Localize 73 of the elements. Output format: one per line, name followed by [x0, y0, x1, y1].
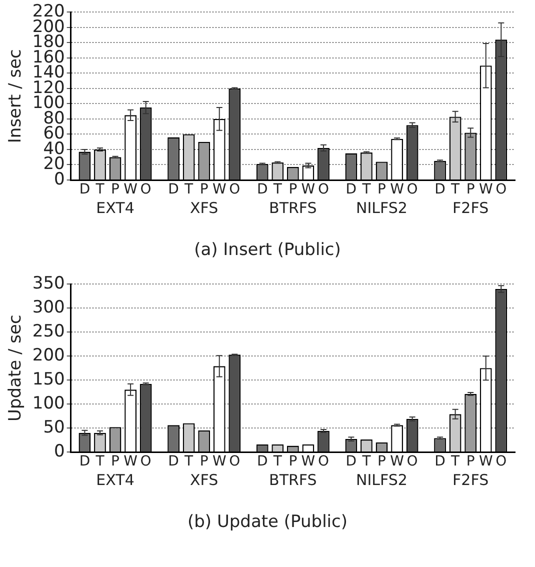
text: W [212, 454, 226, 470]
text: W [301, 454, 316, 470]
y-tick-label: 250 [32, 322, 65, 342]
series-label: T [94, 454, 105, 470]
text: O [406, 454, 418, 470]
text: P [288, 182, 298, 198]
y-tick-label: 100 [32, 393, 65, 414]
text: P [378, 454, 386, 470]
series-label: D [79, 454, 90, 470]
text: W [124, 182, 138, 198]
text: O [406, 182, 418, 198]
text: D [256, 454, 268, 470]
text: W [390, 454, 404, 470]
x-tick-label: F2FS [452, 470, 489, 489]
series-label: P [111, 182, 120, 198]
series-label: O [140, 454, 152, 470]
y-tick-label: 0 [54, 169, 65, 190]
x-tick-label: BTRFS [269, 470, 317, 489]
text: W [390, 182, 404, 198]
text: T [451, 454, 460, 470]
series-label: T [94, 182, 105, 198]
text: (b) Update (Public) [186, 512, 348, 532]
text: P [200, 454, 208, 470]
x-tick-label: XFS [190, 470, 218, 489]
text: T [184, 182, 194, 198]
series-label: D [79, 182, 90, 198]
series-label: W [478, 454, 493, 470]
text: O [318, 454, 329, 470]
text: (a) Insert (Public) [193, 240, 342, 260]
x-tick-label: NILFS2 [356, 470, 408, 489]
text: D [168, 454, 179, 470]
text: D [346, 182, 357, 198]
text: O [229, 182, 240, 198]
series-label: W [478, 182, 493, 198]
text: D [434, 182, 446, 198]
text: W [124, 454, 138, 470]
text: T [273, 454, 282, 470]
text: O [496, 454, 507, 470]
text: P [466, 454, 475, 470]
y-tick-label: 150 [32, 370, 65, 390]
text: T [184, 454, 194, 470]
text: O [229, 454, 240, 470]
x-tick-label: XFS [190, 198, 218, 217]
y-tick-label: 0 [54, 441, 65, 462]
text: D [434, 454, 446, 470]
text: W [301, 182, 316, 198]
text: P [288, 454, 298, 470]
text: D [346, 454, 357, 470]
text: T [362, 454, 371, 470]
series-label: P [111, 454, 120, 470]
text: P [378, 182, 386, 198]
text: D [256, 182, 268, 198]
y-axis-title: Insert / sec [6, 49, 26, 144]
text: T [362, 182, 371, 198]
y-tick-label: 200 [32, 346, 65, 366]
text: P [200, 182, 208, 198]
x-tick-label: F2FS [452, 198, 489, 217]
x-tick-label: NILFS2 [356, 198, 408, 217]
text: P [466, 182, 475, 198]
text: O [318, 182, 329, 198]
x-tick-label: EXT4 [96, 470, 134, 489]
text: W [212, 182, 226, 198]
x-tick-label: EXT4 [96, 198, 134, 217]
y-tick-label: 300 [32, 298, 65, 318]
x-tick-label: BTRFS [269, 198, 317, 217]
text: D [168, 182, 179, 198]
y-tick-label: 350 [32, 274, 65, 294]
series-label: O [140, 182, 152, 198]
y-tick-label: 50 [43, 417, 65, 438]
text: T [451, 182, 460, 198]
text: O [496, 182, 507, 198]
text: T [273, 182, 282, 198]
y-axis-title: Update / sec [6, 314, 26, 422]
